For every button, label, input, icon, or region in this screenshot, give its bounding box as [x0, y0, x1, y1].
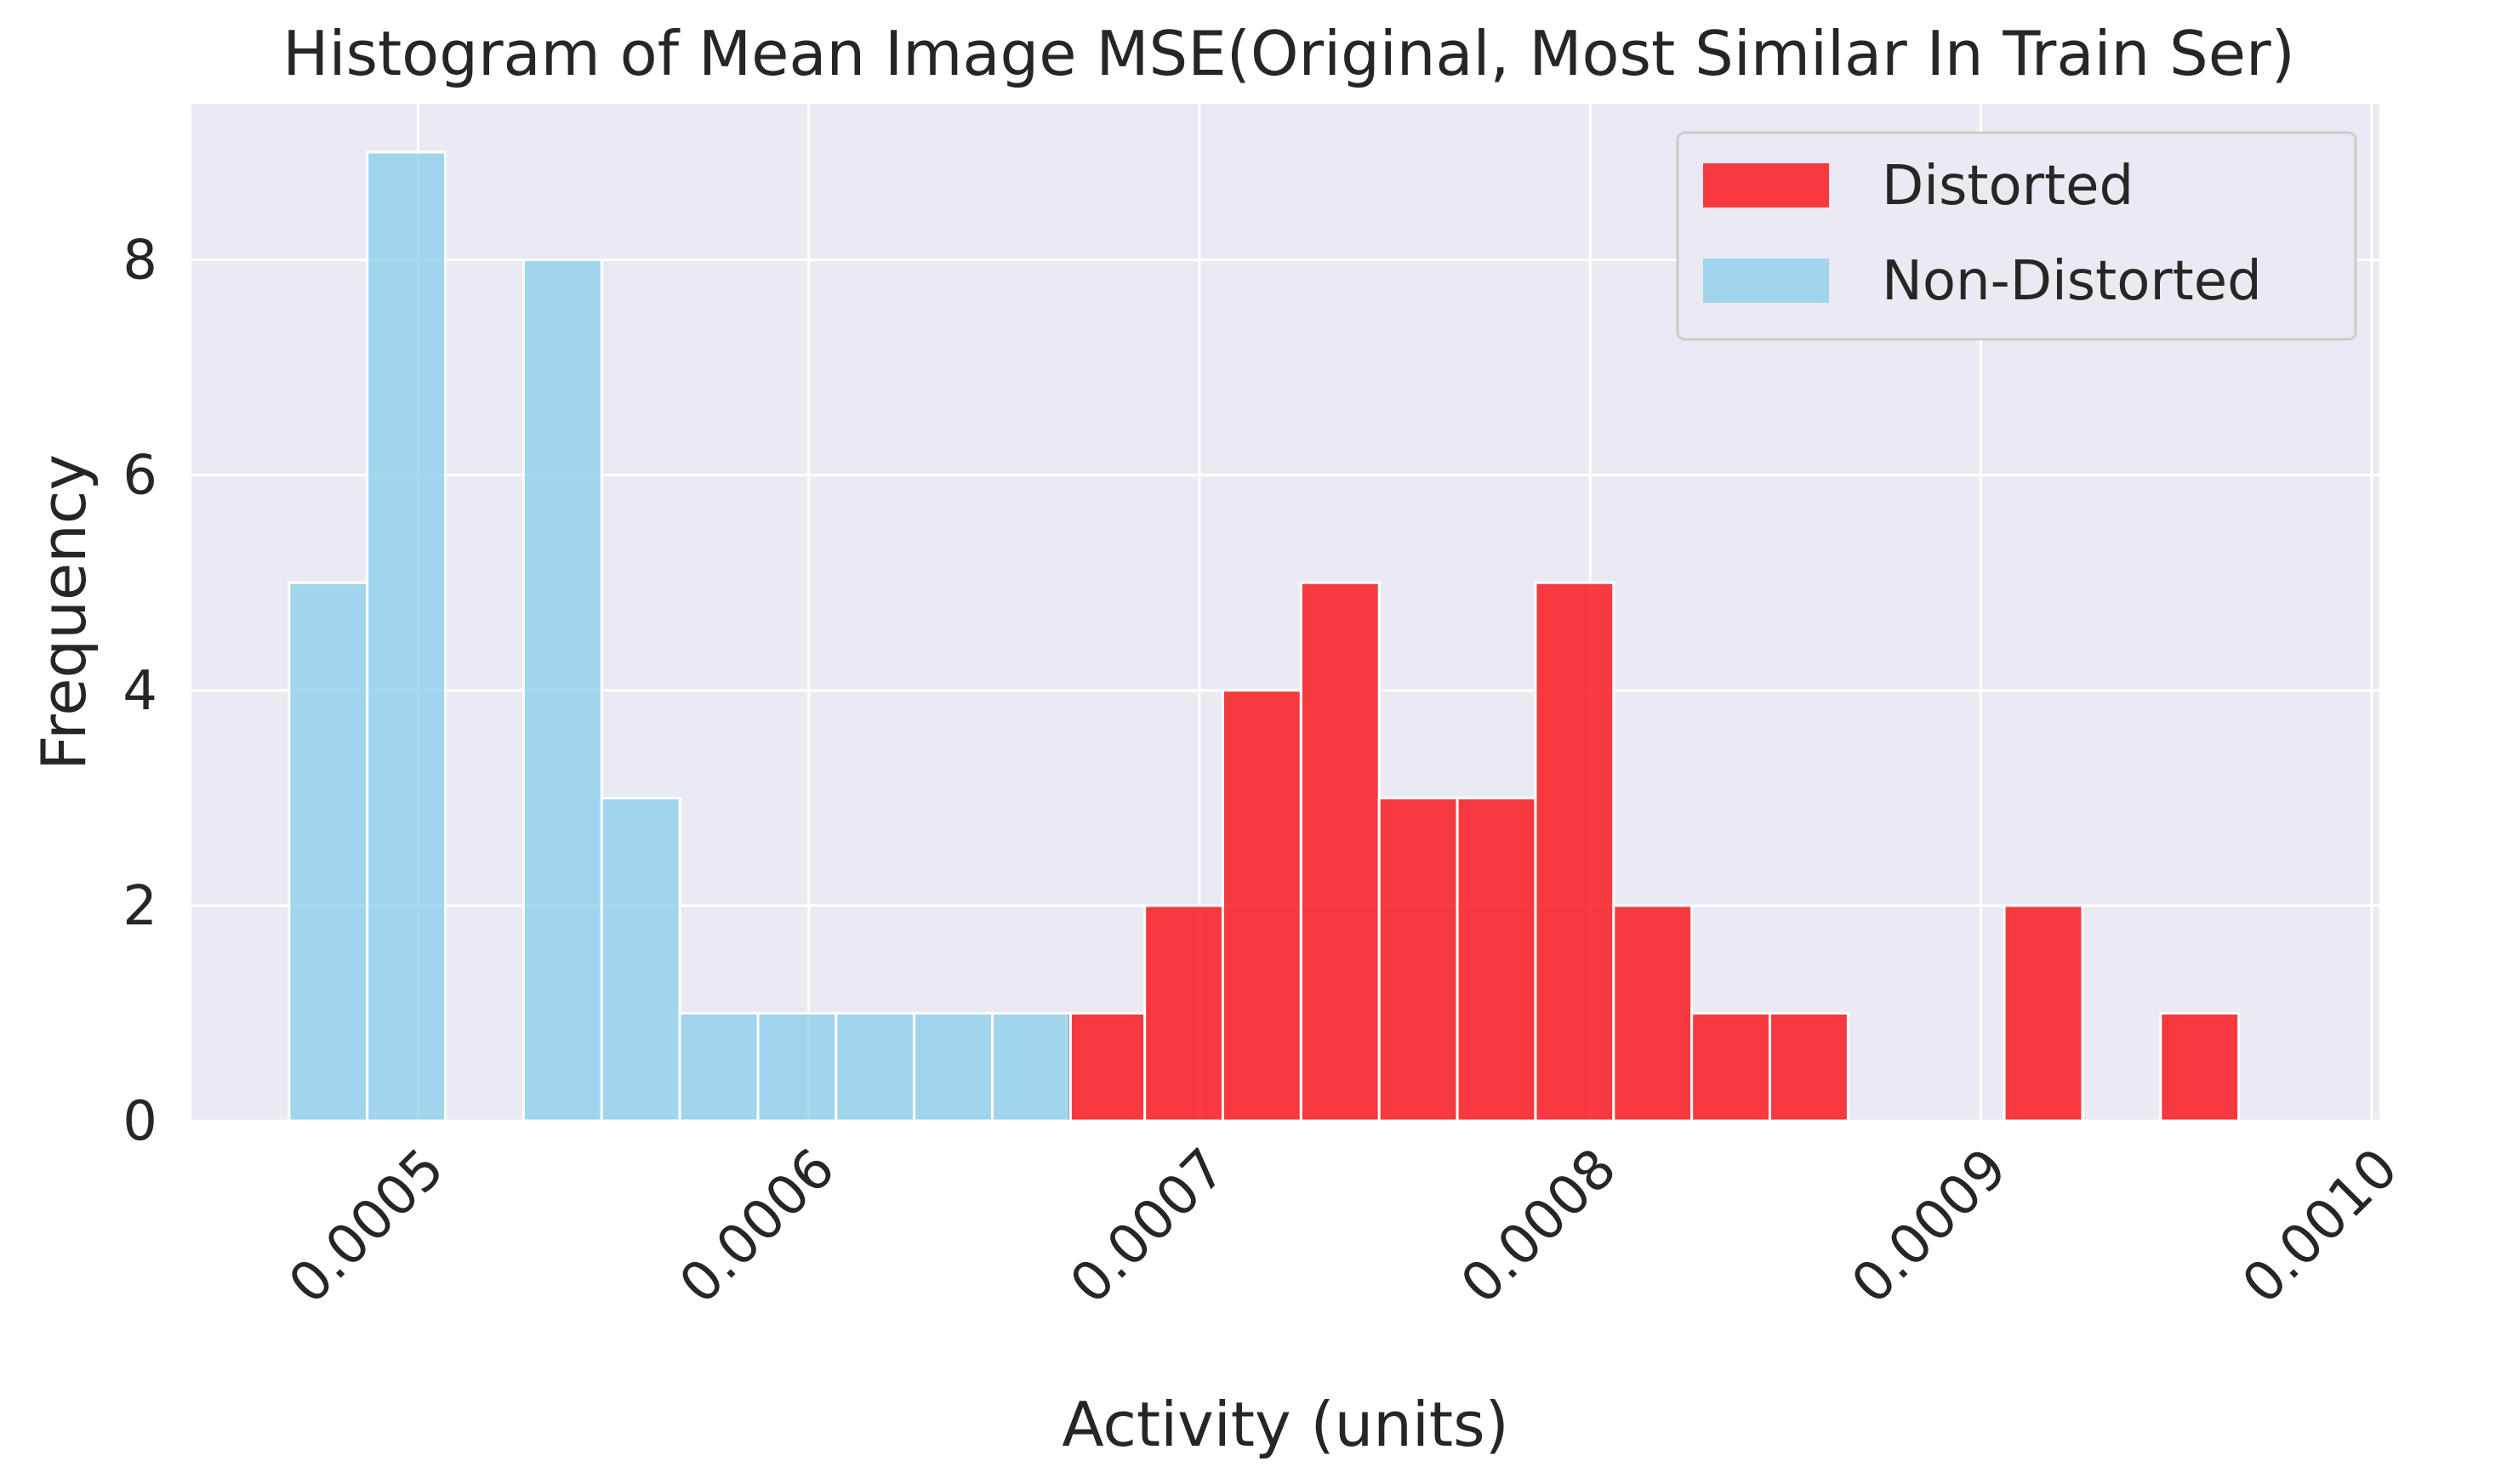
non-distorted-bar: [288, 581, 369, 1123]
non-distorted-bar: [678, 1011, 760, 1123]
distorted-bar: [2003, 904, 2084, 1123]
x-tick-label: 0.0007: [1059, 1137, 1239, 1316]
distorted-bar: [1534, 581, 1615, 1123]
y-tick-label: 8: [123, 230, 157, 293]
legend: Distorted Non-Distorted: [1676, 131, 2357, 341]
non-distorted-bar: [835, 1011, 916, 1123]
x-tick-label: 0.0009: [1840, 1137, 2020, 1316]
non-distorted-bar: [366, 151, 447, 1123]
non-distorted-bar: [991, 1011, 1072, 1123]
y-tick-label: 0: [123, 1090, 157, 1153]
y-tick-label: 6: [123, 445, 157, 508]
x-tick-label: 0.0006: [668, 1137, 847, 1316]
y-tick-labels: 0 2 4 6 8: [123, 230, 157, 1153]
legend-swatch-distorted: [1703, 163, 1829, 208]
distorted-bars: [1065, 581, 2241, 1123]
legend-label-distorted: Distorted: [1882, 155, 2134, 218]
chart-title: Histogram of Mean Image MSE(Original, Mo…: [282, 18, 2294, 89]
distorted-bar: [1065, 1011, 1147, 1123]
non-distorted-bar: [600, 796, 681, 1123]
x-tick-labels: 0.0005 0.0006 0.0007 0.0008 0.0009 0.0010: [277, 1137, 2410, 1316]
distorted-bar: [1299, 581, 1381, 1123]
legend-box: [1676, 131, 2357, 341]
x-tick-label: 0.0005: [277, 1137, 457, 1316]
distorted-bar: [2159, 1011, 2241, 1123]
y-tick-label: 4: [123, 660, 157, 723]
non-distorted-bars: [288, 151, 1072, 1123]
y-axis-label: Frequency: [28, 454, 100, 770]
legend-label-non-distorted: Non-Distorted: [1882, 250, 2262, 313]
distorted-bar: [1222, 689, 1302, 1123]
legend-swatch-non-distorted: [1703, 259, 1829, 303]
distorted-bar: [1456, 796, 1537, 1123]
non-distorted-bar: [521, 259, 603, 1123]
distorted-bar: [1143, 904, 1225, 1123]
x-axis-label: Activity (units): [1062, 1389, 1508, 1460]
y-tick-label: 2: [123, 875, 157, 938]
distorted-bar: [1377, 796, 1459, 1123]
non-distorted-bar: [756, 1011, 838, 1123]
distorted-bar: [1612, 904, 1694, 1123]
non-distorted-bar: [913, 1011, 994, 1123]
x-tick-label: 0.0010: [2231, 1137, 2410, 1316]
distorted-bar: [1690, 1011, 1772, 1123]
distorted-bar: [1769, 1011, 1849, 1123]
x-tick-label: 0.0008: [1450, 1137, 1629, 1316]
